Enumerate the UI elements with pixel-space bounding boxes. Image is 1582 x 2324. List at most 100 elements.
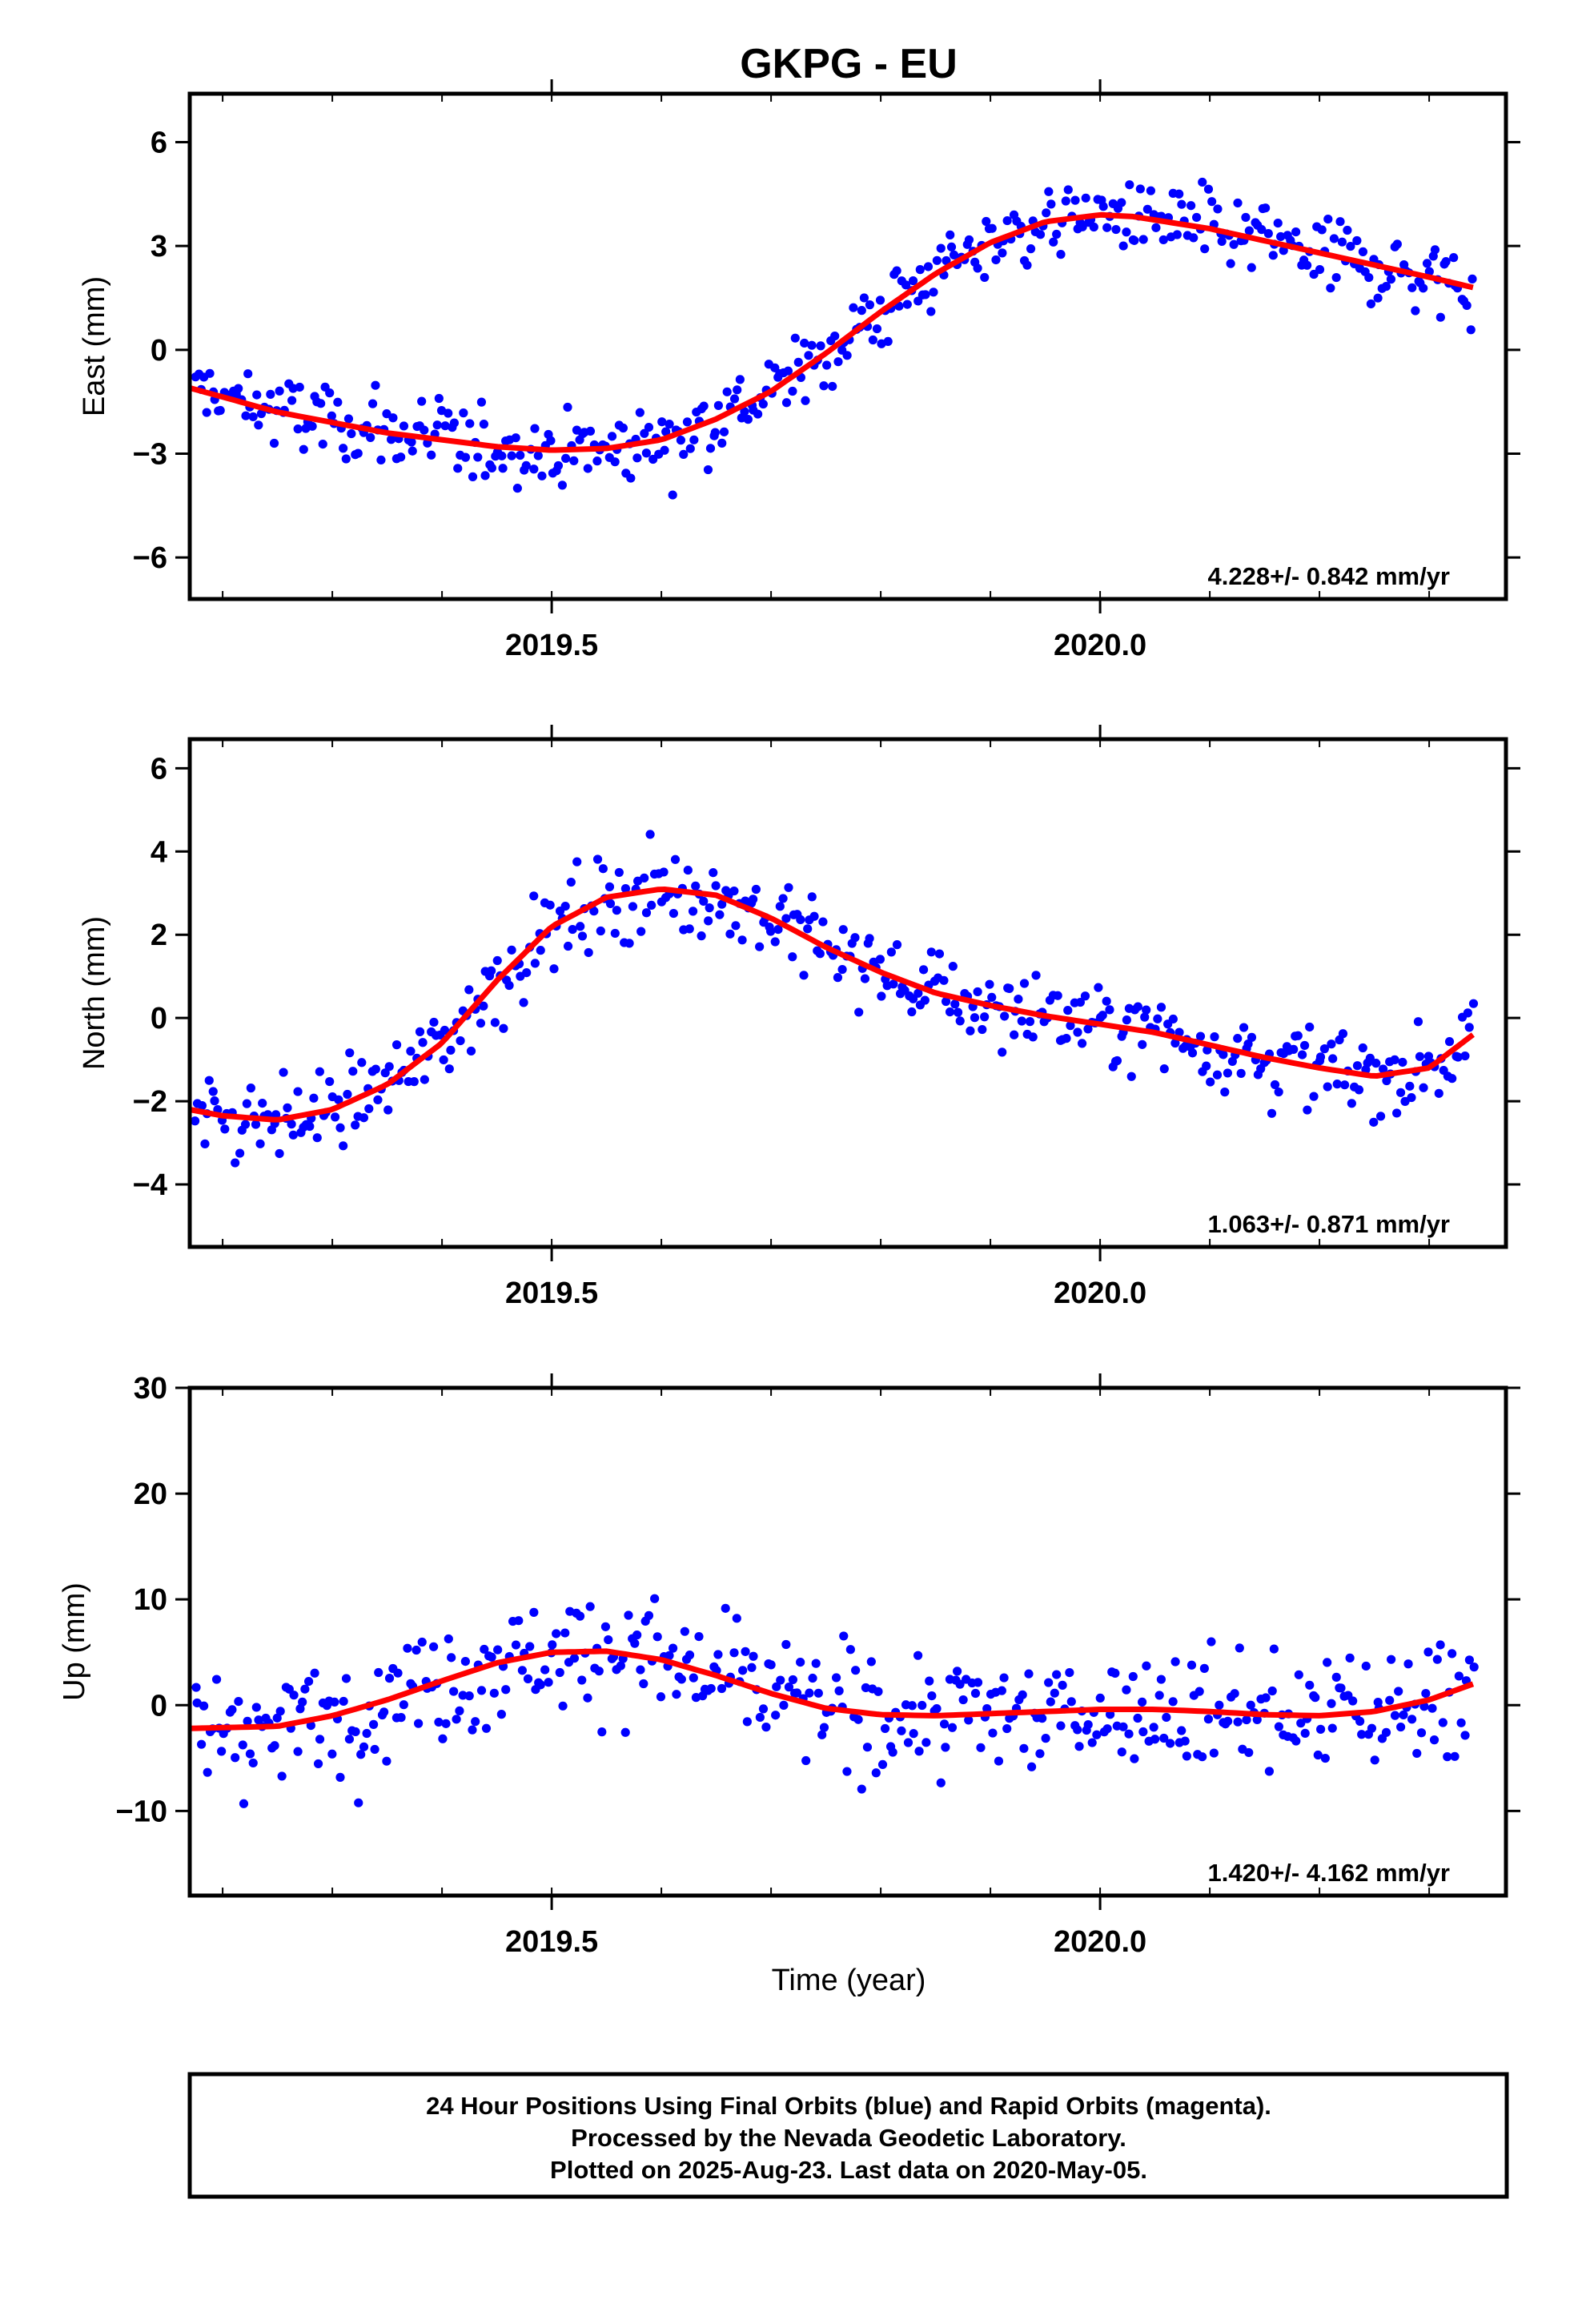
data-point — [572, 857, 582, 866]
data-point — [749, 895, 758, 904]
data-point — [511, 1640, 521, 1650]
data-point — [913, 988, 923, 998]
data-point — [1117, 1747, 1126, 1757]
data-point — [1118, 241, 1128, 251]
data-point — [1386, 275, 1396, 284]
data-point — [1118, 1722, 1128, 1731]
data-point — [1111, 224, 1121, 235]
data-point — [1394, 1687, 1403, 1696]
data-point — [511, 433, 520, 443]
data-point — [1098, 1011, 1107, 1020]
data-point — [1291, 227, 1301, 237]
data-point — [936, 1778, 946, 1787]
data-point — [597, 1727, 607, 1737]
data-point — [636, 1665, 645, 1675]
data-point — [784, 883, 793, 892]
data-point — [1198, 177, 1207, 187]
data-point — [1261, 203, 1271, 213]
data-point — [204, 1076, 214, 1085]
data-point — [1223, 1068, 1233, 1078]
data-point — [1073, 1027, 1082, 1037]
data-point — [1441, 257, 1451, 267]
data-point — [327, 1749, 337, 1759]
data-point — [650, 1594, 660, 1603]
data-point — [584, 947, 593, 958]
data-point — [982, 216, 991, 227]
data-point — [1159, 1733, 1169, 1743]
data-point — [921, 290, 930, 300]
data-point — [522, 967, 532, 978]
data-point — [288, 1130, 298, 1140]
data-point — [434, 1717, 444, 1727]
data-point — [853, 1715, 863, 1724]
data-point — [873, 1687, 883, 1696]
data-point — [644, 422, 654, 432]
data-point — [1313, 1750, 1323, 1760]
data-point — [1375, 1112, 1386, 1121]
data-point — [641, 908, 652, 918]
data-point — [387, 435, 396, 444]
y-tick-label: 30 — [134, 1372, 167, 1405]
data-point — [1142, 1661, 1151, 1671]
data-point — [1010, 1030, 1019, 1039]
data-point — [942, 255, 951, 266]
data-point — [568, 924, 577, 935]
data-point — [793, 357, 803, 367]
data-point — [1087, 1738, 1097, 1747]
data-point — [1229, 239, 1239, 249]
data-point — [1220, 1088, 1230, 1097]
data-point — [1046, 1697, 1055, 1707]
data-point — [818, 917, 828, 927]
data-point — [1323, 1082, 1332, 1092]
data-point — [465, 419, 475, 428]
data-point — [1102, 1724, 1112, 1734]
data-point — [1150, 1735, 1160, 1744]
data-point — [1095, 1693, 1105, 1703]
data-point — [1189, 233, 1199, 243]
data-point — [1407, 283, 1417, 292]
data-point — [742, 1717, 752, 1727]
data-point — [200, 1139, 210, 1148]
data-point — [679, 449, 689, 459]
data-point — [555, 1667, 564, 1678]
data-point — [926, 307, 936, 316]
data-point — [980, 1012, 990, 1022]
data-point — [315, 1735, 325, 1744]
data-point — [842, 351, 852, 360]
data-point — [1315, 1052, 1326, 1062]
data-point — [1002, 1723, 1012, 1734]
data-point — [1151, 223, 1161, 232]
data-point — [343, 1089, 352, 1100]
data-point — [427, 450, 436, 460]
data-point — [339, 1141, 348, 1151]
data-point — [1422, 259, 1432, 268]
data-point — [758, 399, 768, 409]
data-point — [711, 881, 721, 891]
data-point — [1168, 1014, 1178, 1024]
data-points — [190, 830, 1479, 1168]
data-point — [908, 275, 918, 286]
y-tick-label: 2 — [151, 919, 167, 952]
data-point — [440, 421, 450, 431]
data-point — [1140, 1012, 1150, 1022]
data-point — [1263, 229, 1273, 239]
data-point — [585, 426, 596, 436]
data-point — [318, 440, 327, 449]
data-point — [1348, 1696, 1358, 1706]
data-point — [476, 397, 487, 407]
data-point — [689, 435, 699, 444]
data-point — [941, 996, 951, 1007]
data-point — [393, 1668, 403, 1678]
data-point — [496, 1710, 506, 1719]
data-point — [561, 453, 571, 464]
data-point — [211, 1675, 222, 1684]
data-point — [1226, 259, 1235, 268]
data-point — [778, 894, 788, 903]
data-point — [807, 892, 817, 902]
data-point — [1122, 1685, 1131, 1695]
data-point — [468, 472, 478, 481]
data-point — [1206, 1077, 1215, 1087]
data-point — [1177, 1726, 1186, 1735]
data-point — [717, 438, 727, 448]
data-point — [246, 1084, 255, 1093]
